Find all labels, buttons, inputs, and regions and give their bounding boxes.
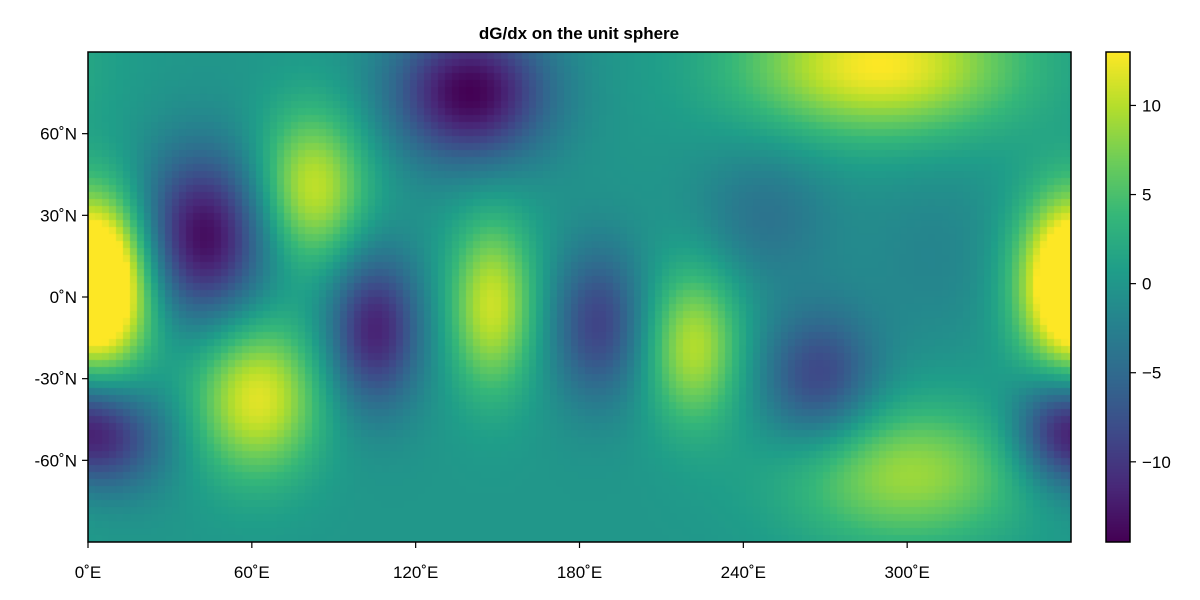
y-tick-label: 30˚N <box>40 206 77 225</box>
x-axis: 0˚E 60˚E 120˚E 180˚E 240˚E 300˚E <box>75 542 930 582</box>
x-tick-label: 120˚E <box>393 563 438 582</box>
colorbar: 10 5 0 −5 −10 <box>1105 51 1171 543</box>
colorbar-ticks: 10 5 0 −5 −10 <box>1130 96 1171 472</box>
heatmap-image <box>88 52 1071 542</box>
colorbar-gradient <box>1106 52 1130 542</box>
colorbar-tick-label: −10 <box>1142 453 1171 472</box>
heatmap-image-container <box>88 52 1071 542</box>
x-tick-label: 300˚E <box>884 563 929 582</box>
y-tick-label: -60˚N <box>34 451 77 470</box>
y-tick-label: -30˚N <box>34 370 77 389</box>
y-tick-label: 0˚N <box>50 288 77 307</box>
x-tick-label: 180˚E <box>557 563 602 582</box>
chart-title: dG/dx on the unit sphere <box>479 24 679 43</box>
colorbar-tick-label: 10 <box>1142 96 1161 115</box>
colorbar-tick-label: 5 <box>1142 186 1151 205</box>
x-tick-label: 240˚E <box>721 563 766 582</box>
plot-area <box>87 51 1072 543</box>
colorbar-frame <box>1105 51 1131 543</box>
x-tick-label: 60˚E <box>234 563 270 582</box>
y-tick-label: 60˚N <box>40 125 77 144</box>
y-axis: 60˚N 30˚N 0˚N -30˚N -60˚N <box>34 125 88 470</box>
colorbar-gradient-container <box>1106 52 1130 542</box>
colorbar-tick-label: 0 <box>1142 275 1151 294</box>
x-tick-label: 0˚E <box>75 563 101 582</box>
colorbar-tick-label: −5 <box>1142 364 1161 383</box>
